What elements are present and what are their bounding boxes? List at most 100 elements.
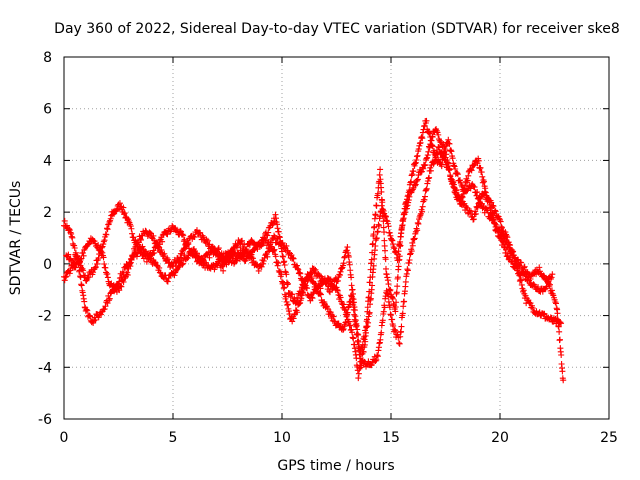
data-point	[274, 259, 281, 266]
data-point	[220, 267, 227, 274]
x-tick-label: 10	[273, 430, 291, 446]
data-point	[428, 137, 435, 144]
data-point	[156, 264, 163, 271]
data-point	[417, 139, 424, 146]
data-point	[65, 251, 72, 258]
data-point	[382, 265, 389, 272]
data-point	[312, 266, 319, 273]
data-point	[492, 208, 499, 215]
data-point	[366, 288, 373, 295]
data-point	[385, 281, 392, 288]
data-point	[349, 334, 356, 341]
data-point	[338, 265, 345, 272]
data-point	[558, 320, 565, 327]
data-point	[404, 267, 411, 274]
y-tick-label: -2	[38, 309, 52, 325]
data-point	[411, 235, 418, 242]
data-point	[378, 188, 385, 195]
data-point	[381, 304, 388, 311]
data-point	[446, 167, 453, 174]
data-point	[355, 375, 362, 382]
data-point	[346, 261, 353, 268]
data-point	[290, 255, 297, 262]
data-point	[275, 267, 282, 274]
data-point	[412, 160, 419, 167]
data-point	[391, 249, 398, 256]
data-point	[381, 237, 388, 244]
data-point	[377, 336, 384, 343]
data-point	[414, 176, 421, 183]
data-point	[258, 263, 265, 270]
data-point	[391, 326, 398, 333]
data-point	[104, 226, 111, 233]
data-point	[406, 257, 413, 264]
data-point	[280, 285, 287, 292]
data-point	[518, 259, 525, 266]
data-point	[295, 266, 302, 273]
data-point	[264, 232, 271, 239]
data-point	[479, 173, 486, 180]
data-point	[540, 311, 547, 318]
data-point	[137, 235, 144, 242]
data-point	[389, 295, 396, 302]
data-point	[535, 284, 542, 291]
data-point	[424, 180, 431, 187]
data-point	[294, 309, 301, 316]
data-point	[500, 233, 507, 240]
data-point	[411, 236, 418, 243]
data-point	[493, 221, 500, 228]
x-tick-label: 0	[60, 430, 69, 446]
data-point	[389, 241, 396, 248]
data-point	[471, 184, 478, 191]
data-point	[340, 260, 347, 267]
data-point	[383, 217, 390, 224]
y-axis-label: SDTVAR / TECUs	[8, 181, 24, 296]
data-point	[66, 225, 73, 232]
data-point	[233, 244, 240, 251]
data-point	[67, 229, 74, 236]
data-point	[374, 352, 381, 359]
data-point	[476, 194, 483, 201]
data-point	[150, 232, 157, 239]
data-point	[462, 182, 469, 189]
data-point	[560, 377, 567, 384]
data-point	[415, 146, 422, 153]
data-point	[397, 242, 404, 249]
data-point	[382, 247, 389, 254]
data-point	[458, 194, 465, 201]
x-tick-label: 25	[600, 430, 618, 446]
data-point	[101, 305, 108, 312]
data-point	[341, 323, 348, 330]
data-point	[554, 317, 561, 324]
data-point	[127, 223, 134, 230]
data-point	[503, 238, 510, 245]
data-point	[368, 362, 375, 369]
data-point	[99, 249, 106, 256]
data-point	[429, 133, 436, 140]
data-point	[549, 271, 556, 278]
data-point	[424, 152, 431, 159]
data-point	[171, 272, 178, 279]
data-point	[164, 278, 171, 285]
data-point	[369, 249, 376, 256]
data-point	[265, 229, 272, 236]
data-point	[157, 270, 164, 277]
data-point	[199, 257, 206, 264]
data-point	[185, 239, 192, 246]
data-point	[444, 157, 451, 164]
data-point	[214, 251, 221, 258]
x-axis-label: GPS time / hours	[277, 458, 394, 474]
data-point	[289, 291, 296, 298]
data-point	[100, 238, 107, 245]
data-point	[393, 289, 400, 296]
data-point	[520, 264, 527, 271]
data-point	[461, 186, 468, 193]
chart-title: Day 360 of 2022, Sidereal Day-to-day VTE…	[54, 21, 620, 37]
data-point	[340, 301, 347, 308]
data-point	[334, 287, 341, 294]
data-point	[222, 258, 229, 265]
data-point	[379, 197, 386, 204]
data-point	[396, 340, 403, 347]
data-point	[402, 209, 409, 216]
data-point	[431, 157, 438, 164]
